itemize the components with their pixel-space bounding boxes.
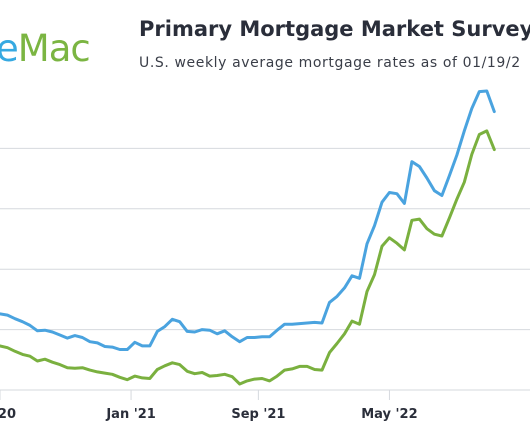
x-tick-label: Jan '21 (105, 407, 155, 422)
title-text: Primary Mortgage Market Survey (139, 17, 530, 41)
page-subtitle: U.S. weekly average mortgage rates as of… (139, 55, 521, 71)
x-tick-label: Sep '21 (231, 407, 285, 422)
freddie-mac-logo: eMac (0, 27, 91, 70)
tick-layer: 20 Jan '21 Sep '21 May '22 (0, 390, 418, 422)
logo-text-mac: Mac (17, 27, 91, 70)
page-title: Primary Mortgage Market Survey® (139, 17, 530, 41)
rate-line-30yr (0, 89, 496, 351)
grid-layer (0, 147, 530, 391)
x-tick-label: 20 (0, 407, 16, 422)
logo-text-e: e (0, 27, 19, 70)
x-tick-label: May '22 (361, 407, 417, 422)
series-layer (0, 89, 496, 386)
rate-line-15yr (0, 129, 496, 386)
